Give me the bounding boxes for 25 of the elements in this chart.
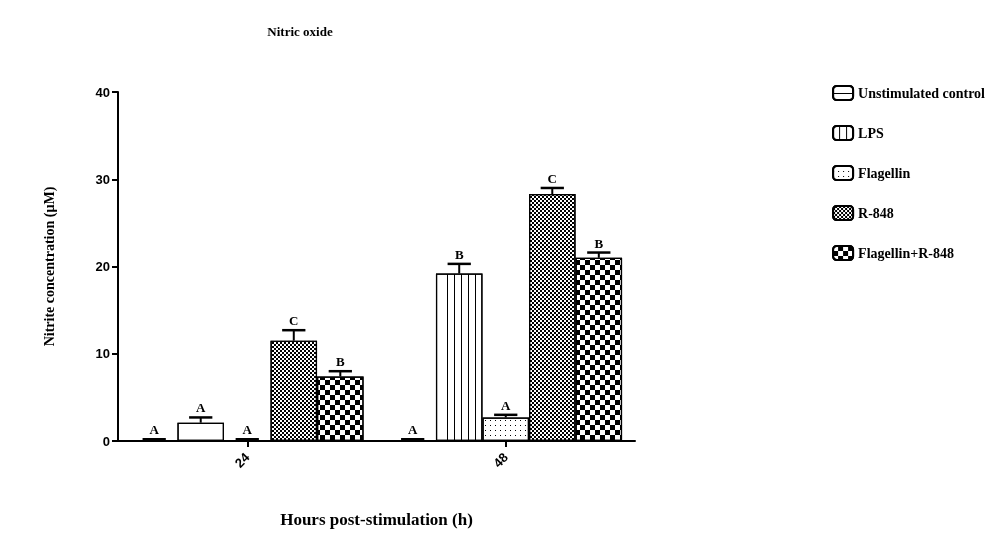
legend-label: Flagellin bbox=[858, 165, 911, 181]
legend-label: LPS bbox=[858, 125, 884, 141]
data-label: A bbox=[242, 422, 253, 438]
y-tick-label: 10 bbox=[95, 346, 110, 362]
legend-label: Unstimulated control bbox=[858, 85, 986, 101]
chart-title: Nitric oxide bbox=[267, 24, 333, 39]
legend-label: Flagellin+R-848 bbox=[858, 245, 954, 261]
x-tick-label: 24 bbox=[231, 449, 254, 471]
x-axis-title: Hours post-stimulation (h) bbox=[280, 510, 473, 529]
data-label: A bbox=[407, 422, 418, 438]
y-tick-label: 30 bbox=[95, 171, 110, 187]
data-label: B bbox=[594, 235, 604, 251]
x-tick-label: 48 bbox=[490, 449, 512, 471]
data-label: A bbox=[149, 422, 160, 438]
data-label: A bbox=[501, 397, 512, 413]
y-tick-label: 40 bbox=[95, 84, 110, 100]
data-label: C bbox=[547, 170, 557, 186]
data-label: B bbox=[335, 354, 345, 370]
y-axis-title: Nitrite concentration (µM) bbox=[41, 186, 58, 347]
data-label: C bbox=[289, 313, 299, 329]
y-tick-label: 20 bbox=[95, 259, 110, 274]
y-tick-label: 0 bbox=[102, 433, 110, 449]
data-label: B bbox=[454, 246, 464, 262]
data-label: A bbox=[196, 400, 207, 416]
legend-label: R-848 bbox=[858, 205, 894, 221]
